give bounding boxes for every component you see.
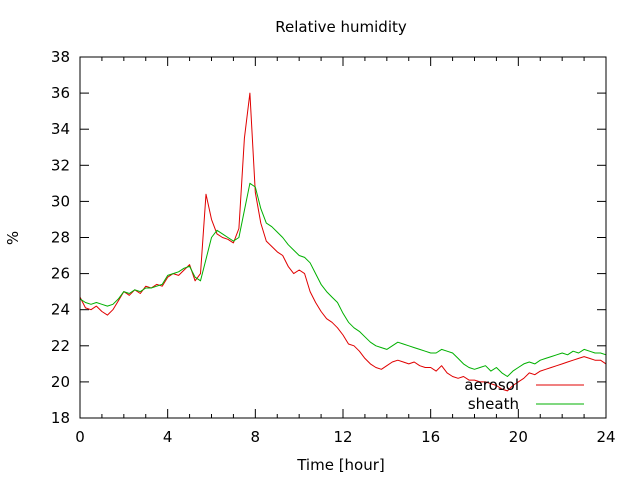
x-tick-label: 20	[509, 428, 528, 446]
y-tick-label: 24	[51, 301, 70, 319]
y-tick-label: 30	[51, 192, 70, 210]
y-tick-label: 38	[51, 48, 70, 66]
legend-label-aerosol: aerosol	[464, 376, 519, 394]
y-tick-label: 36	[51, 84, 70, 102]
y-tick-label: 18	[51, 409, 70, 427]
series-line-aerosol	[79, 92, 607, 392]
y-tick-label: 26	[51, 265, 70, 283]
axis-ticks: 0 4 8 12 16 20 24 18 20 22 24 26 28 30 32 34 36 38	[51, 48, 616, 446]
series-lines	[79, 92, 607, 392]
x-tick-label: 8	[251, 428, 261, 446]
y-tick-label: 22	[51, 337, 70, 355]
y-axis-label: %	[4, 231, 22, 245]
x-axis-label: Time [hour]	[296, 456, 385, 474]
y-tick-label: 34	[51, 120, 70, 138]
x-tick-label: 4	[163, 428, 173, 446]
y-tick-label: 20	[51, 373, 70, 391]
legend-label-sheath: sheath	[468, 395, 519, 413]
y-tick-label: 32	[51, 156, 70, 174]
plot-frame	[79, 56, 607, 419]
x-tick-label: 0	[75, 428, 85, 446]
x-tick-label: 12	[333, 428, 352, 446]
x-tick-label: 24	[596, 428, 615, 446]
chart-title: Relative humidity	[275, 18, 407, 36]
series-line-sheath	[79, 182, 607, 377]
y-tick-label: 28	[51, 229, 70, 247]
x-tick-label: 16	[421, 428, 440, 446]
